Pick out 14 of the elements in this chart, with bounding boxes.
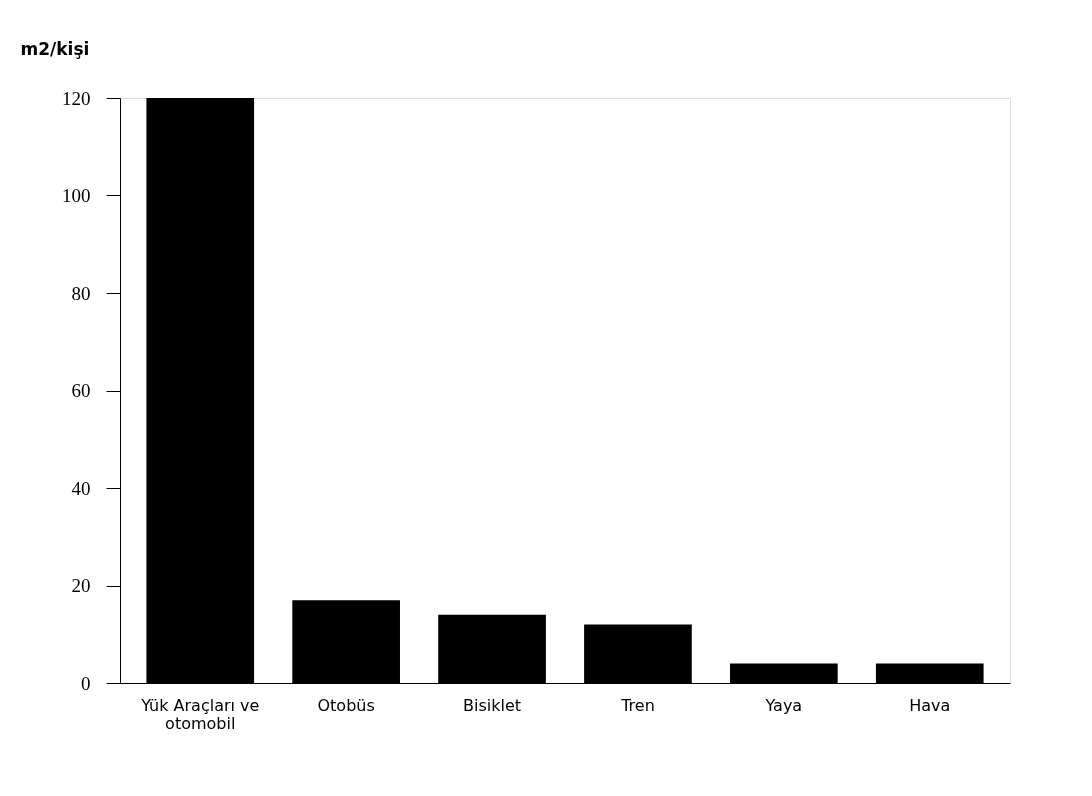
x-tick-label: Bisiklet [463, 695, 522, 715]
x-tick-label: Yük Araçları ve otomobil [140, 695, 260, 733]
x-tick-label: Otobüs [317, 695, 375, 715]
x-tick-label: Tren [620, 695, 655, 715]
y-tick-label: 60 [71, 380, 91, 401]
y-axis-title: m2/kişi [20, 38, 90, 59]
y-tick-label: 20 [71, 575, 91, 596]
y-tick-label: 0 [81, 672, 91, 694]
y-tick-label: 120 [62, 87, 91, 109]
y-tick-label: 40 [71, 477, 91, 499]
x-tick-label: Hava [909, 695, 951, 715]
x-tick-label: Yaya [764, 695, 803, 715]
y-tick-label: 80 [71, 282, 91, 304]
y-tick-label: 100 [62, 185, 91, 206]
